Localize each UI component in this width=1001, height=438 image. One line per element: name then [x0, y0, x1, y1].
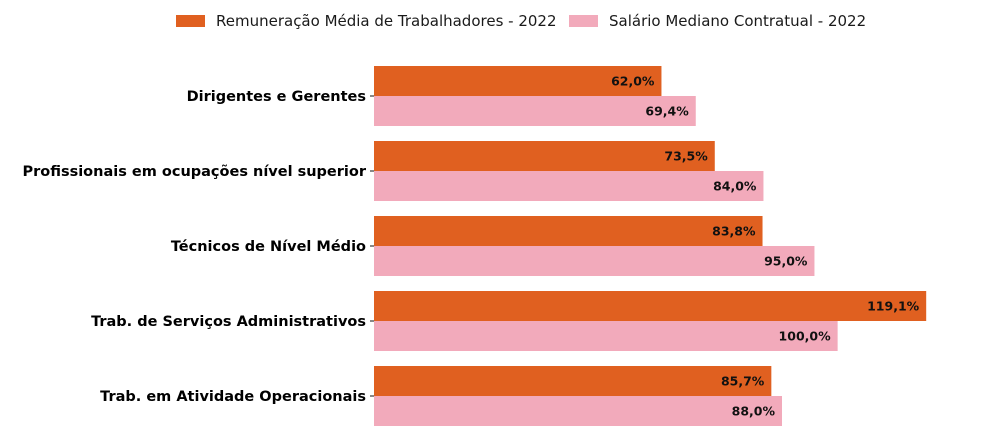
- category-label-0: Dirigentes e Gerentes: [187, 89, 366, 105]
- bar-s1-c0: [374, 96, 696, 126]
- data-label-s1-c1: 84,0%: [713, 179, 757, 194]
- bar-s1-c2: [374, 246, 815, 276]
- legend-item-remuneracao: Remuneração Média de Trabalhadores - 202…: [176, 9, 557, 33]
- legend-swatch-remuneracao: [176, 15, 205, 27]
- data-label-s0-c4: 85,7%: [721, 374, 765, 389]
- bar-s0-c0: [374, 66, 662, 96]
- data-label-s1-c4: 88,0%: [732, 404, 776, 419]
- bar-s0-c1: [374, 141, 715, 171]
- data-label-s1-c0: 69,4%: [645, 104, 689, 119]
- bar-s1-c3: [374, 321, 838, 351]
- data-label-s0-c3: 119,1%: [867, 299, 920, 314]
- category-label-3: Trab. de Serviços Administrativos: [91, 314, 366, 330]
- data-label-s0-c0: 62,0%: [611, 74, 655, 89]
- bar-s0-c2: [374, 216, 763, 246]
- bar-s0-c4: [374, 366, 772, 396]
- bar-s1-c4: [374, 396, 782, 426]
- data-label-s0-c2: 83,8%: [712, 224, 756, 239]
- legend: Remuneração Média de Trabalhadores - 202…: [0, 9, 1001, 33]
- category-label-4: Trab. em Atividade Operacionais: [100, 389, 366, 405]
- legend-item-salario: Salário Mediano Contratual - 2022: [569, 9, 866, 33]
- data-label-s1-c3: 100,0%: [779, 329, 832, 344]
- category-label-2: Técnicos de Nível Médio: [171, 239, 366, 255]
- bar-s0-c3: [374, 291, 927, 321]
- category-label-1: Profissionais em ocupações nível superio…: [22, 164, 366, 180]
- legend-label-salario: Salário Mediano Contratual - 2022: [609, 12, 867, 30]
- bar-s1-c1: [374, 171, 764, 201]
- legend-label-remuneracao: Remuneração Média de Trabalhadores - 202…: [216, 12, 557, 30]
- data-label-s1-c2: 95,0%: [764, 254, 808, 269]
- data-label-s0-c1: 73,5%: [664, 149, 708, 164]
- legend-swatch-salario: [569, 15, 598, 27]
